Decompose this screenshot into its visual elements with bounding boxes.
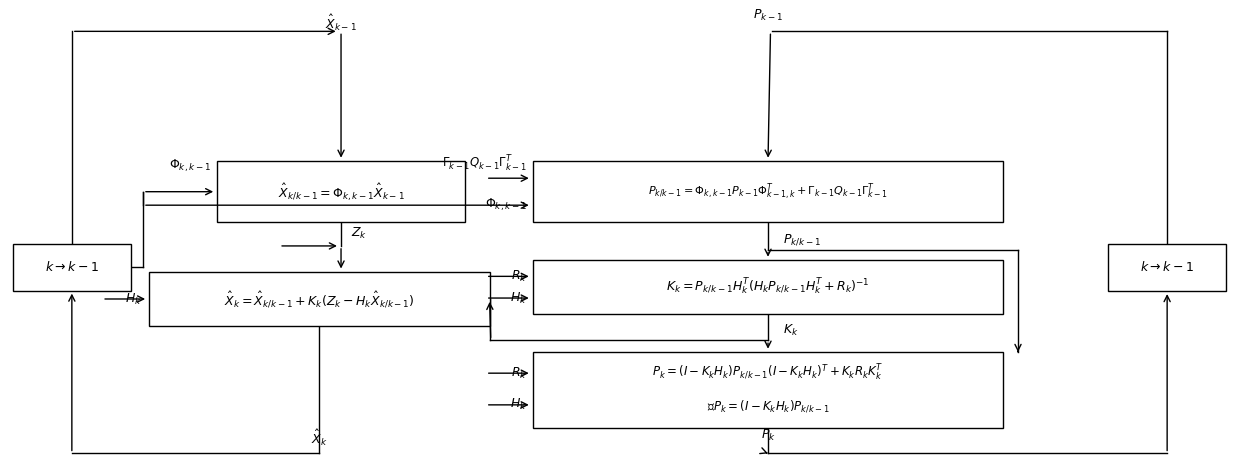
Text: $\hat{X}_k$: $\hat{X}_k$ xyxy=(311,428,327,447)
Text: $\Phi_{k,k-1}$: $\Phi_{k,k-1}$ xyxy=(484,197,527,213)
Text: $\Phi_{k,k-1}$: $\Phi_{k,k-1}$ xyxy=(169,158,211,174)
Text: $\hat{X}_k = \hat{X}_{k/k-1} + K_k(Z_k - H_k\hat{X}_{k/k-1})$: $\hat{X}_k = \hat{X}_{k/k-1} + K_k(Z_k -… xyxy=(224,289,415,309)
Text: $k \rightarrow k-1$: $k \rightarrow k-1$ xyxy=(1140,260,1194,274)
Text: $R_k$: $R_k$ xyxy=(510,366,527,381)
Text: $\Gamma_{k-1}Q_{k-1}\Gamma^T_{k-1}$: $\Gamma_{k-1}Q_{k-1}\Gamma^T_{k-1}$ xyxy=(442,154,527,175)
Bar xyxy=(149,272,489,326)
Text: $P_k$: $P_k$ xyxy=(761,428,776,443)
Text: $\text{或}P_k = (I - K_kH_k)P_{k/k-1}$: $\text{或}P_k = (I - K_kH_k)P_{k/k-1}$ xyxy=(706,399,829,414)
Text: $Z_k$: $Z_k$ xyxy=(351,226,367,241)
Text: $\hat{X}_{k/k-1} = \Phi_{k,k-1}\hat{X}_{k-1}$: $\hat{X}_{k/k-1} = \Phi_{k,k-1}\hat{X}_{… xyxy=(278,181,404,202)
Text: $P_k = (I - K_kH_k)P_{k/k-1}(I - K_kH_k)^T + K_kR_kK_k^T$: $P_k = (I - K_kH_k)P_{k/k-1}(I - K_kH_k)… xyxy=(652,363,883,383)
Text: $K_k = P_{k/k-1}H_k^T(H_kP_{k/k-1}H_k^T + R_k)^{-1}$: $K_k = P_{k/k-1}H_k^T(H_kP_{k/k-1}H_k^T … xyxy=(667,277,870,298)
Bar xyxy=(14,244,130,291)
Bar xyxy=(217,161,465,222)
Text: $P_{k/k-1} = \Phi_{k,k-1}P_{k-1}\Phi^T_{k-1,k} + \Gamma_{k-1}Q_{k-1}\Gamma^T_{k-: $P_{k/k-1} = \Phi_{k,k-1}P_{k-1}\Phi^T_{… xyxy=(648,181,888,202)
Text: $K_k$: $K_k$ xyxy=(783,323,798,338)
Text: $H_k$: $H_k$ xyxy=(125,291,141,307)
Text: $\hat{X}_{k-1}$: $\hat{X}_{k-1}$ xyxy=(325,13,357,33)
Bar xyxy=(1109,244,1225,291)
Text: $H_k$: $H_k$ xyxy=(510,397,527,412)
Text: $k \rightarrow k-1$: $k \rightarrow k-1$ xyxy=(45,260,99,274)
Bar xyxy=(533,161,1004,222)
Bar xyxy=(533,260,1004,315)
Text: $H_k$: $H_k$ xyxy=(510,290,527,306)
Text: $P_{k-1}$: $P_{k-1}$ xyxy=(753,8,783,23)
Text: $P_{k/k-1}$: $P_{k/k-1}$ xyxy=(783,233,821,247)
Bar xyxy=(533,352,1004,428)
Text: $R_k$: $R_k$ xyxy=(510,269,527,284)
